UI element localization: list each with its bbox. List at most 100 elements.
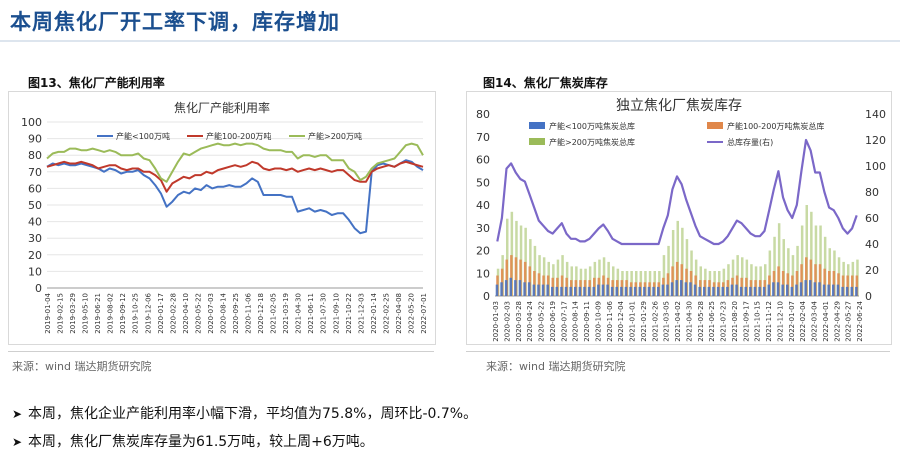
bar-series-1 bbox=[661, 284, 665, 296]
bar-series-1 bbox=[804, 280, 807, 296]
series-line-3 bbox=[46, 142, 424, 183]
y-tick-label: 100 bbox=[21, 116, 42, 129]
bar-series-1 bbox=[615, 286, 618, 296]
bar-series-1 bbox=[652, 286, 655, 296]
x-tick-label: 2020-04-10 bbox=[182, 293, 190, 334]
x-tick-label: 2022-06-24 bbox=[856, 300, 864, 341]
bar-series-3 bbox=[745, 259, 749, 296]
x-tick-label: 2020-08-14 bbox=[219, 292, 227, 333]
bar-series-3 bbox=[533, 245, 537, 296]
bar-series-1 bbox=[758, 286, 761, 296]
x-tick-label: 2020-06-19 bbox=[549, 301, 557, 342]
bar-series-1 bbox=[753, 286, 757, 296]
bar-series-2 bbox=[510, 255, 513, 296]
slide-title: 本周焦化厂开工率下调，库存增加 bbox=[10, 10, 340, 34]
bar-series-1 bbox=[772, 282, 775, 296]
y-tick-label: 0 bbox=[483, 290, 490, 303]
bar-series-2 bbox=[809, 259, 813, 296]
bar-series-1 bbox=[716, 286, 720, 296]
bar-series-3 bbox=[819, 225, 822, 296]
bar-series-1 bbox=[832, 284, 835, 296]
chart-13-svg: 焦化厂产能利用率 0 10 20 30 40 50 60 70 80 90 100 2019-01-04… bbox=[21, 100, 428, 334]
y-tick-label: 30 bbox=[476, 222, 490, 235]
y-tick-label: 40 bbox=[28, 216, 42, 229]
series-line-2 bbox=[46, 160, 424, 193]
bar-series-3 bbox=[598, 259, 601, 296]
x-tick-label: 2022-01-14 bbox=[370, 292, 378, 333]
bar-series-1 bbox=[504, 280, 508, 296]
bar-series-2 bbox=[675, 261, 679, 296]
bar-series-1 bbox=[670, 282, 674, 296]
bar-series-1 bbox=[633, 286, 637, 296]
y-tick-label: 80 bbox=[28, 149, 42, 162]
bar-series-1 bbox=[707, 286, 711, 296]
bar-series-3 bbox=[506, 218, 509, 296]
bar-series-2 bbox=[671, 266, 674, 296]
bar-series-3 bbox=[556, 259, 560, 296]
bar-series-3 bbox=[796, 245, 799, 296]
x-tick-label: 2020-09-25 bbox=[232, 293, 240, 334]
bar-series-2 bbox=[560, 275, 564, 296]
title-rule bbox=[0, 40, 900, 42]
bar-series-1 bbox=[509, 277, 512, 296]
bar-series-2 bbox=[805, 257, 808, 296]
bar-series-2 bbox=[846, 275, 849, 296]
x-tick-label: 2019-09-12 bbox=[119, 293, 127, 334]
legend-label: 产能>200万吨 bbox=[308, 131, 362, 141]
y2-tick-label: 0 bbox=[865, 290, 872, 303]
x-tick-label: 2019-02-15 bbox=[57, 293, 65, 334]
x-tick-label: 2021-11-12 bbox=[765, 301, 773, 342]
bar-series-3 bbox=[741, 257, 744, 296]
chart-13-title: 焦化厂产能利用率 bbox=[174, 100, 270, 115]
bar-series-1 bbox=[813, 282, 817, 296]
y2-tick-label: 40 bbox=[865, 238, 879, 251]
chart-13-frame: 焦化厂产能利用率 0 10 20 30 40 50 60 70 80 90 100 2019-01-04… bbox=[8, 91, 436, 345]
x-tick-label: 2020-02-28 bbox=[169, 293, 177, 334]
bar-series-1 bbox=[587, 286, 591, 296]
y2-tick-label: 140 bbox=[865, 108, 886, 121]
legend-label: 总库存量(右) bbox=[727, 137, 773, 147]
legend-swatch bbox=[529, 122, 545, 129]
y2-tick-label: 100 bbox=[865, 160, 886, 173]
bar-series-1 bbox=[574, 286, 577, 296]
bar-series-1 bbox=[657, 286, 660, 296]
x-tick-label: 2020-12-18 bbox=[257, 293, 265, 334]
bar-series-1 bbox=[762, 286, 766, 296]
bar-series-1 bbox=[735, 284, 738, 296]
figure-14-source: 来源：wind 瑞达期货研究院 bbox=[486, 360, 626, 373]
bar-series-1 bbox=[822, 284, 826, 296]
x-tick-label: 2022-04-29 bbox=[833, 301, 841, 342]
bullet-2: ➤ 本周，焦化厂焦炭库存量为61.5万吨，较上周+6万吨。 bbox=[12, 431, 374, 451]
x-tick-label: 2020-08-14 bbox=[572, 300, 580, 341]
bar-series-1 bbox=[818, 282, 821, 296]
bar-series-2 bbox=[519, 259, 522, 296]
legend-label: 产能100-200万吨焦炭总库 bbox=[727, 121, 824, 131]
bar-series-1 bbox=[721, 286, 724, 296]
bar-series-1 bbox=[767, 284, 770, 296]
figure-13-caption: 图13、焦化厂产能利用率 bbox=[28, 76, 165, 90]
bar-series-1 bbox=[601, 284, 605, 296]
bar-series-1 bbox=[532, 284, 536, 296]
x-tick-label: 2022-05-27 bbox=[845, 301, 853, 342]
bar-series-3 bbox=[814, 225, 818, 296]
bar-series-2 bbox=[851, 275, 854, 296]
bar-series-1 bbox=[689, 282, 692, 296]
bar-series-1 bbox=[790, 286, 794, 296]
bar-series-2 bbox=[777, 266, 780, 296]
bar-series-3 bbox=[685, 239, 689, 296]
x-tick-label: 2020-07-17 bbox=[560, 301, 568, 342]
bar-series-1 bbox=[799, 282, 803, 296]
y-tick-label: 0 bbox=[35, 282, 42, 295]
y-tick-label: 20 bbox=[28, 249, 42, 262]
bar-series-1 bbox=[537, 284, 540, 296]
bar-series-1 bbox=[698, 286, 701, 296]
bullet-1-text: 本周，焦化企业产能利用率小幅下滑，平均值为75.8%，周环比-0.7%。 bbox=[28, 406, 478, 422]
bar-series-1 bbox=[560, 286, 563, 296]
bar-series-1 bbox=[624, 286, 628, 296]
y-tick-label: 90 bbox=[28, 133, 42, 146]
bar-series-3 bbox=[777, 223, 781, 296]
bar-series-1 bbox=[638, 286, 641, 296]
bar-series-1 bbox=[680, 280, 683, 296]
bar-series-1 bbox=[684, 282, 688, 296]
bar-series-1 bbox=[712, 286, 715, 296]
